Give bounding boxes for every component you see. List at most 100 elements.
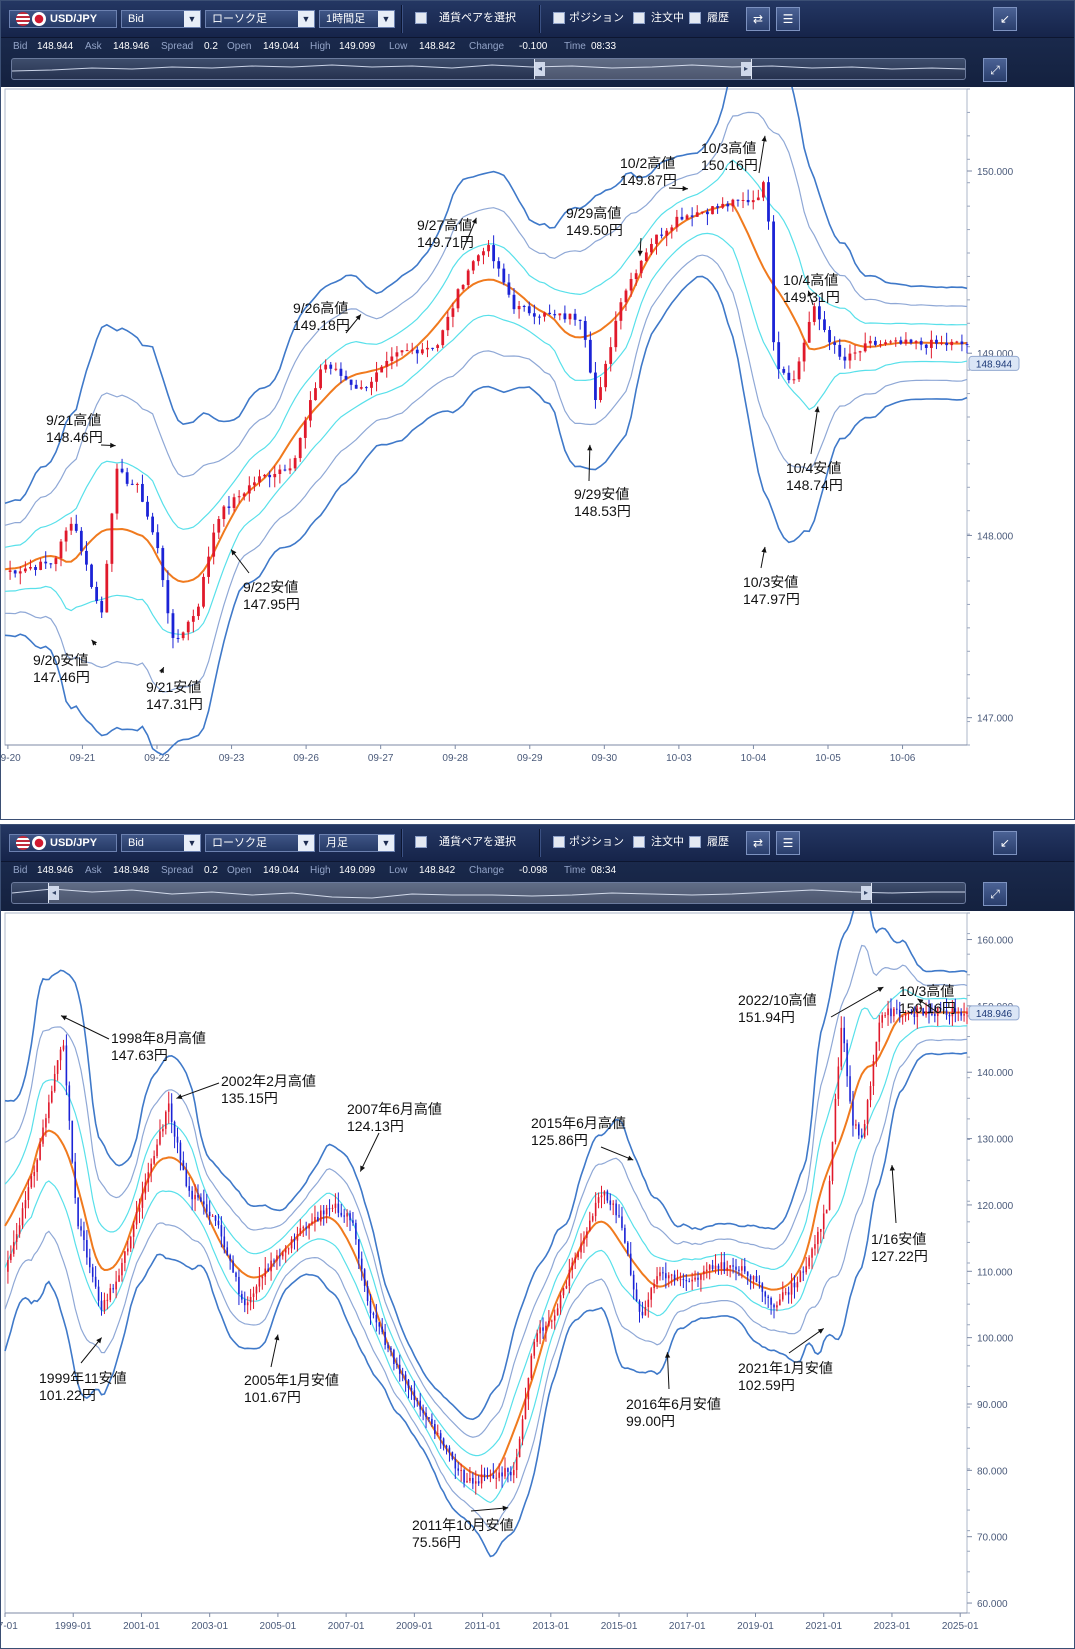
minimize-arrow-icon[interactable]: ↙ xyxy=(993,7,1017,31)
arrow-head-icon xyxy=(877,987,884,992)
candle-body xyxy=(267,1268,269,1272)
list-icon[interactable]: ☰ xyxy=(776,7,800,31)
expand-icon[interactable]: ⤢ xyxy=(983,882,1007,906)
bid-value: 148.946 xyxy=(37,865,74,876)
list-icon[interactable]: ☰ xyxy=(776,831,800,855)
chart-switch-icon[interactable]: ⇄ xyxy=(746,7,770,31)
candle-body xyxy=(141,483,144,502)
candle-body xyxy=(370,381,373,388)
annotation-title: 10/4高値 xyxy=(783,272,838,288)
chart-panel-monthly: USD/JPY Bid ▼ ローソク足 ▼ 月足 ▼ 通貨ペアを選択 ポジション… xyxy=(0,824,1075,1649)
y-tick-label: 110.000 xyxy=(977,1267,1013,1278)
candle-body xyxy=(185,1170,188,1187)
candle-body xyxy=(369,1301,372,1314)
navigator-scrollbar[interactable]: ◂ ▸ xyxy=(11,882,966,904)
x-tick-label: 09-29 xyxy=(517,753,543,764)
navigator-right-handle[interactable]: ▸ xyxy=(741,62,751,76)
candle-body xyxy=(425,1412,427,1418)
candle-body xyxy=(680,216,684,220)
chart-area-hourly[interactable]: 147.000148.000149.000150.00009-2009-2109… xyxy=(1,87,1075,819)
candle-body xyxy=(548,1320,550,1326)
candle-body xyxy=(563,313,567,320)
high-label: High xyxy=(310,41,331,52)
candle-body xyxy=(533,1341,536,1356)
toolbar-divider xyxy=(539,5,541,33)
navigator-window[interactable]: ◂ ▸ xyxy=(48,883,872,903)
position-checkbox[interactable] xyxy=(553,836,565,848)
candle-body xyxy=(755,1276,758,1282)
candle-body xyxy=(48,1102,50,1119)
candle-body xyxy=(924,344,928,348)
position-checkbox[interactable] xyxy=(553,12,565,24)
candle-body xyxy=(375,372,378,382)
timeframe-select[interactable]: 1時間足 ▼ xyxy=(319,10,395,28)
candle-body xyxy=(21,1208,24,1226)
candle-body xyxy=(621,1216,623,1228)
candle-body xyxy=(807,321,811,343)
minimize-arrow-icon[interactable]: ↙ xyxy=(993,831,1017,855)
navigator-left-handle[interactable]: ◂ xyxy=(49,886,59,900)
candle-body xyxy=(822,1213,825,1229)
candle-body xyxy=(770,1297,772,1305)
chart-type-select[interactable]: ローソク足 ▼ xyxy=(205,10,315,28)
quote-bar: Bid 148.946 Ask 148.948 Spread 0.2 Open … xyxy=(1,861,1074,881)
price-side-value: Bid xyxy=(128,837,144,849)
candle-body xyxy=(542,1327,544,1331)
annotation-title: 9/21高値 xyxy=(46,412,101,428)
candle-body xyxy=(36,1159,38,1172)
candle-body xyxy=(105,563,109,613)
position-label: ポジション xyxy=(569,12,624,24)
candle-body xyxy=(904,1013,907,1016)
history-checkbox[interactable] xyxy=(689,836,701,848)
candle-body xyxy=(510,1471,512,1476)
timeframe-select[interactable]: 月足 ▼ xyxy=(319,834,395,852)
annotation-value: 150.16円 xyxy=(899,1000,956,1016)
orders-checkbox[interactable] xyxy=(633,12,645,24)
symbol-select[interactable]: USD/JPY xyxy=(9,10,117,28)
candle-body xyxy=(18,571,22,574)
chart-type-select[interactable]: ローソク足 ▼ xyxy=(205,834,315,852)
chart-area-monthly[interactable]: 60.000 70.000 80.000 90.000 100.000 110.000 12… xyxy=(1,911,1075,1648)
annotation-arrow xyxy=(788,1328,825,1354)
navigator-scrollbar[interactable]: ◂ ▸ xyxy=(11,58,966,80)
candle-body xyxy=(39,1143,41,1160)
candle-body xyxy=(387,1344,389,1349)
chevron-down-icon: ▼ xyxy=(378,835,394,851)
candle-body xyxy=(466,1480,468,1483)
ask-label: Ask xyxy=(85,865,102,876)
candle-body xyxy=(954,1008,957,1013)
candle-body xyxy=(860,1135,863,1138)
candle-body xyxy=(460,1470,462,1472)
candle-body xyxy=(629,278,633,291)
x-tick-label: 09-30 xyxy=(592,753,618,764)
navigator-right-handle[interactable]: ▸ xyxy=(861,886,871,900)
price-side-select[interactable]: Bid ▼ xyxy=(121,834,201,852)
bollinger-band-line xyxy=(4,111,968,526)
low-label: Low xyxy=(389,41,408,52)
arrow-head-icon xyxy=(817,1328,824,1334)
history-checkbox[interactable] xyxy=(689,12,701,24)
candle-body xyxy=(428,1417,430,1419)
candle-body xyxy=(355,1222,357,1240)
orders-checkbox[interactable] xyxy=(633,836,645,848)
price-side-select[interactable]: Bid ▼ xyxy=(121,10,201,28)
candle-body xyxy=(308,1223,310,1229)
navigator-left-handle[interactable]: ◂ xyxy=(535,62,545,76)
chart-switch-icon[interactable]: ⇄ xyxy=(746,831,770,855)
navigator-window[interactable]: ◂ ▸ xyxy=(534,59,752,79)
candle-body xyxy=(695,212,699,217)
candle-body xyxy=(442,1438,445,1446)
candle-body xyxy=(364,387,368,389)
candle-body xyxy=(556,1308,559,1316)
candle-body xyxy=(434,1424,436,1434)
pair-select-label[interactable]: 通貨ペアを選択 xyxy=(439,12,516,24)
candle-body xyxy=(74,1161,76,1198)
candle-body xyxy=(401,1373,404,1375)
pair-select-label[interactable]: 通貨ペアを選択 xyxy=(439,836,516,848)
candle-body xyxy=(489,1474,492,1476)
pair-select-checkbox[interactable] xyxy=(415,836,427,848)
pair-select-checkbox[interactable] xyxy=(415,12,427,24)
candle-body xyxy=(170,1103,173,1122)
symbol-select[interactable]: USD/JPY xyxy=(9,834,117,852)
expand-icon[interactable]: ⤢ xyxy=(983,58,1007,82)
